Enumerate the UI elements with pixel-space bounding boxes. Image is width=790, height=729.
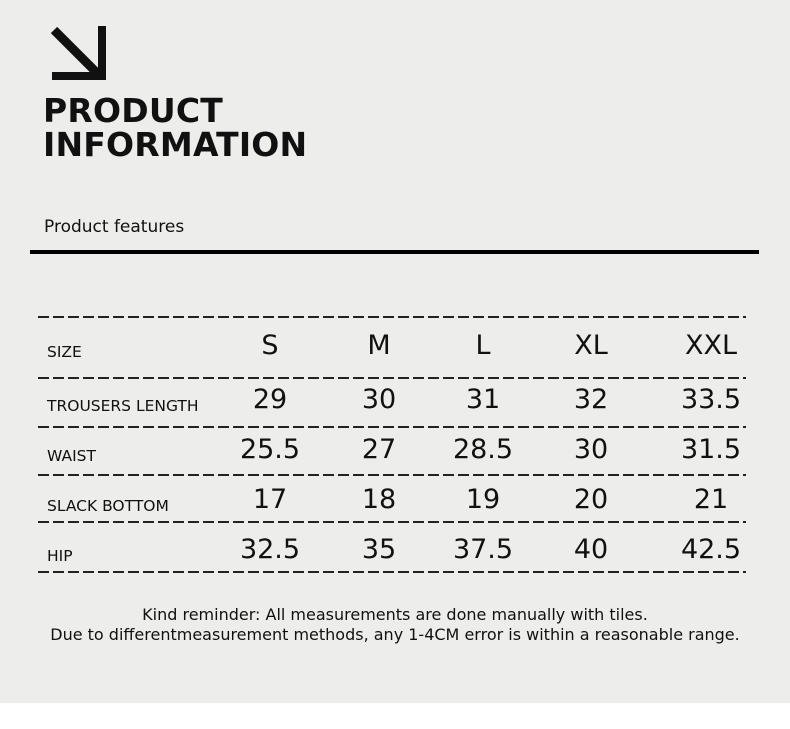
divider [30,250,759,254]
row-label: WAIST [47,447,96,465]
table-cell: 33.5 [680,384,742,415]
header-row: SIZE S M L XL XXL [0,330,790,370]
title-line-2: INFORMATION [43,125,308,164]
arrow-down-right-icon [50,26,106,80]
dashed-divider [38,474,746,476]
section-subtitle: Product features [44,217,185,237]
table-cell: 29 [252,384,288,415]
table-cell: 40 [573,534,609,565]
row-label: HIP [47,547,73,565]
dashed-divider [38,571,746,573]
size-header-cell: XL [574,330,608,361]
table-cell: 17 [252,484,288,515]
size-header-cell: M [367,330,391,361]
table-cell: 28.5 [452,434,514,465]
table-cell: 19 [465,484,501,515]
table-row: TROUSERS LENGTH 29 30 31 32 33.5 [0,384,790,424]
table-cell: 35 [361,534,397,565]
table-cell: 18 [361,484,397,515]
table-cell: 30 [573,434,609,465]
table-cell: 31.5 [680,434,742,465]
table-cell: 32 [573,384,609,415]
note-line-2: Due to differentmeasurement methods, any… [50,625,740,644]
table-cell: 37.5 [452,534,514,565]
table-cell: 20 [573,484,609,515]
title-line-1: PRODUCT [43,91,223,130]
dashed-divider [38,316,746,318]
table-cell: 32.5 [239,534,301,565]
note-line-1: Kind reminder: All measurements are done… [142,605,648,624]
size-header-cell: L [475,330,491,361]
kind-reminder: Kind reminder: All measurements are done… [0,605,790,645]
row-label: SIZE [47,343,82,361]
table-cell: 30 [361,384,397,415]
dashed-divider [38,426,746,428]
size-header-cell: XXL [684,330,738,361]
product-info-panel: PRODUCT INFORMATION Product features SIZ… [0,0,790,703]
dashed-divider [38,521,746,523]
table-row: HIP 32.5 35 37.5 40 42.5 [0,534,790,574]
table-cell: 27 [361,434,397,465]
row-label: SLACK BOTTOM [47,497,169,515]
table-cell: 31 [465,384,501,415]
row-label: TROUSERS LENGTH [47,397,199,415]
table-cell: 25.5 [239,434,301,465]
table-row: SLACK BOTTOM 17 18 19 20 21 [0,484,790,524]
table-cell: 42.5 [680,534,742,565]
page-title: PRODUCT INFORMATION [43,94,307,162]
size-header-cell: S [261,330,279,361]
table-cell: 21 [693,484,729,515]
dashed-divider [38,377,746,379]
table-row: WAIST 25.5 27 28.5 30 31.5 [0,434,790,474]
